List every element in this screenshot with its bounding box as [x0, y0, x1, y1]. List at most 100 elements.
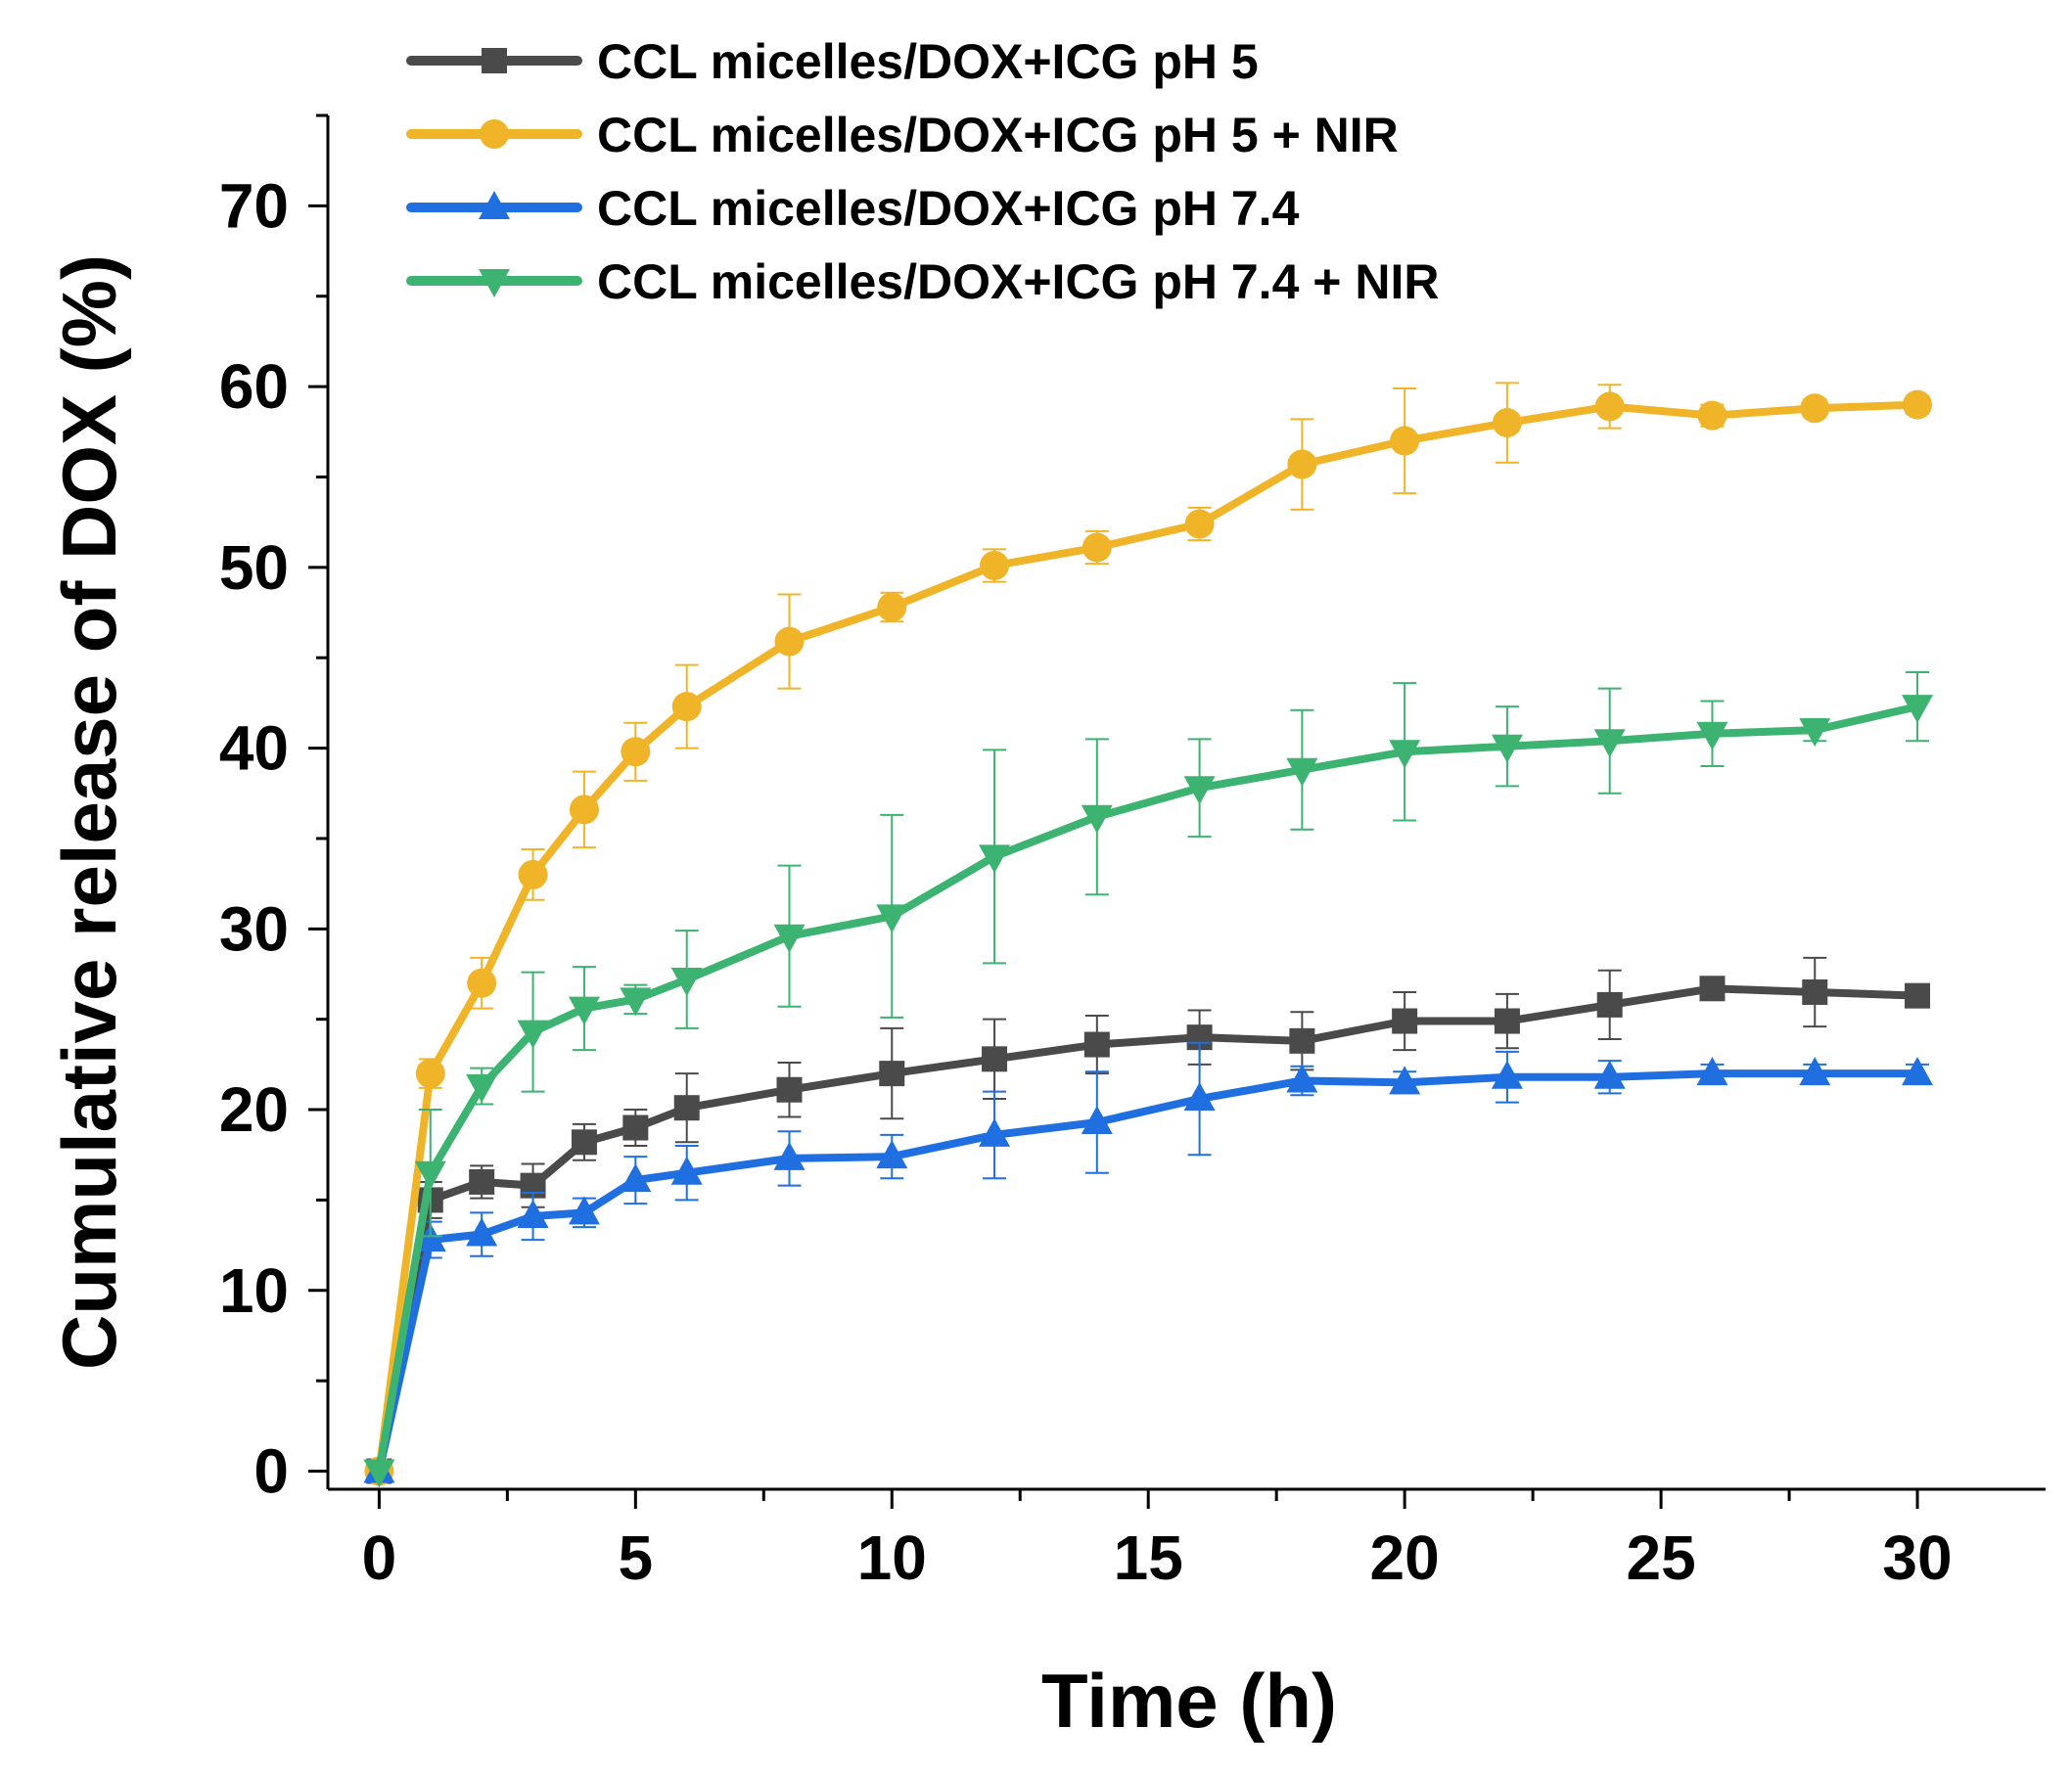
- data-point: [1799, 1057, 1831, 1086]
- series-line: [375, 703, 1918, 1473]
- data-point: [1596, 991, 1623, 1018]
- y-tick-label: 40: [219, 713, 289, 784]
- data-point: [1905, 982, 1931, 1009]
- data-point: [569, 795, 599, 825]
- data-point: [620, 987, 652, 1017]
- legend-label: CCL micelles/DOX+ICG pH 7.4: [597, 181, 1300, 236]
- data-point: [1802, 978, 1828, 1005]
- data-point: [469, 1168, 495, 1195]
- data-point: [1491, 734, 1523, 763]
- x-tick-label: 10: [857, 1523, 927, 1593]
- y-axis-title: Cumulative release of DOX (%): [46, 254, 132, 1370]
- y-tick-label: 10: [219, 1255, 289, 1326]
- legend-label: CCL micelles/DOX+ICG pH 5 + NIR: [597, 108, 1399, 162]
- data-point: [776, 1076, 803, 1103]
- y-tick-label: 20: [219, 1074, 289, 1145]
- legend-marker: [479, 191, 510, 219]
- data-point: [466, 1217, 498, 1247]
- data-point: [1286, 1064, 1318, 1093]
- x-tick-label: 30: [1882, 1523, 1952, 1593]
- data-point: [1082, 532, 1112, 563]
- data-point: [1902, 695, 1934, 724]
- data-point: [980, 550, 1010, 580]
- legend-marker: [480, 119, 509, 149]
- data-point: [414, 1160, 446, 1190]
- data-point: [1494, 1008, 1520, 1034]
- data-point: [1593, 729, 1626, 758]
- data-point: [673, 1095, 700, 1121]
- data-point: [979, 844, 1011, 874]
- data-point: [622, 1114, 649, 1141]
- legend-marker: [479, 269, 510, 297]
- data-point: [671, 692, 702, 722]
- data-point: [1083, 1031, 1110, 1058]
- data-point: [876, 904, 908, 933]
- data-point: [1184, 509, 1215, 539]
- data-point: [1696, 721, 1728, 750]
- legend-item-0: CCL micelles/DOX+ICG pH 5: [406, 34, 1259, 89]
- data-point: [877, 592, 907, 622]
- x-tick-label: 25: [1626, 1523, 1695, 1593]
- data-point: [1800, 393, 1830, 424]
- data-point: [1286, 757, 1318, 787]
- data-point: [773, 1141, 806, 1170]
- data-point: [1699, 976, 1726, 1002]
- series-1: [364, 382, 1933, 1486]
- data-point: [1289, 1027, 1315, 1054]
- data-point: [1593, 1060, 1626, 1089]
- data-point: [1183, 776, 1216, 805]
- data-point: [517, 1200, 549, 1229]
- legend-item-1: CCL micelles/DOX+ICG pH 5 + NIR: [406, 108, 1399, 162]
- data-point: [670, 1156, 703, 1185]
- legend: CCL micelles/DOX+ICG pH 5 CCL micelles/DO…: [406, 34, 1439, 309]
- series-0: [366, 956, 1931, 1484]
- y-tick-label: 70: [219, 170, 289, 241]
- data-point: [774, 626, 805, 657]
- series-layer: [363, 382, 1934, 1488]
- data-point: [568, 1196, 600, 1225]
- data-point: [879, 1061, 905, 1087]
- data-point: [467, 968, 497, 998]
- data-point: [363, 1459, 395, 1488]
- y-tick-label: 60: [219, 351, 289, 422]
- data-point: [518, 859, 548, 889]
- legend-item-3: CCL micelles/DOX+ICG pH 7.4 + NIR: [406, 254, 1439, 309]
- data-point: [1491, 1060, 1523, 1089]
- legend-item-2: CCL micelles/DOX+ICG pH 7.4: [406, 181, 1300, 236]
- data-point: [1287, 449, 1317, 479]
- data-point: [1697, 400, 1727, 431]
- y-tick-label: 30: [219, 893, 289, 964]
- data-point: [1389, 1066, 1421, 1095]
- x-tick-label: 0: [362, 1523, 397, 1593]
- data-point: [517, 1020, 549, 1049]
- series-2: [363, 1041, 1934, 1483]
- data-point: [876, 1140, 908, 1169]
- series-line: [375, 984, 1918, 1473]
- data-point: [773, 924, 806, 953]
- data-point: [1594, 391, 1625, 422]
- data-point: [1903, 389, 1933, 420]
- x-axis-title: Time (h): [1041, 1658, 1337, 1744]
- legend-marker: [482, 48, 507, 73]
- series-3: [363, 670, 1934, 1488]
- data-point: [1081, 1105, 1113, 1134]
- data-point: [670, 968, 703, 997]
- data-point: [1183, 1081, 1216, 1111]
- data-point: [1392, 1008, 1418, 1034]
- data-point: [982, 1046, 1008, 1072]
- y-tick-label: 0: [253, 1436, 289, 1507]
- data-point: [1390, 426, 1420, 456]
- data-point: [1081, 804, 1113, 834]
- data-point: [979, 1117, 1011, 1147]
- series-line: [375, 400, 1918, 1473]
- x-tick-label: 5: [619, 1523, 654, 1593]
- data-point: [620, 1163, 652, 1193]
- axes: 0 5 10 15 20 25 30 0 10 20 30 40 50 60 70: [219, 114, 2046, 1593]
- data-point: [1389, 740, 1421, 769]
- data-point: [415, 1059, 445, 1089]
- x-tick-label: 20: [1370, 1523, 1440, 1593]
- legend-label: CCL micelles/DOX+ICG pH 5: [597, 34, 1259, 89]
- data-point: [1696, 1057, 1728, 1086]
